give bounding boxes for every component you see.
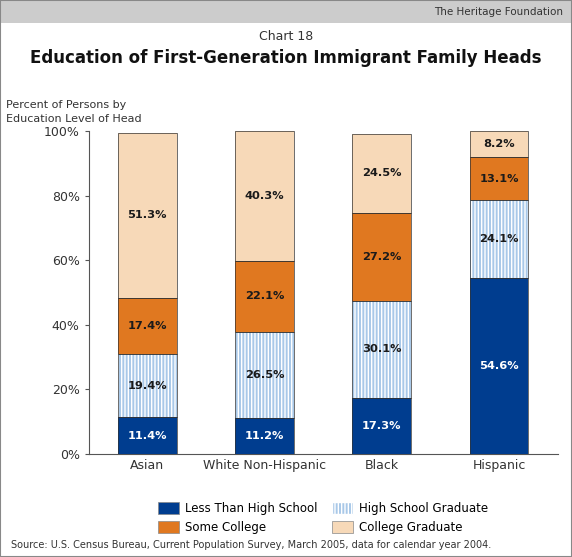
Text: 54.6%: 54.6% bbox=[479, 361, 519, 371]
Bar bbox=[235, 261, 294, 332]
Text: 24.5%: 24.5% bbox=[362, 168, 402, 178]
Bar bbox=[352, 213, 411, 301]
Text: 17.4%: 17.4% bbox=[128, 321, 167, 331]
Text: 51.3%: 51.3% bbox=[128, 211, 167, 221]
Text: The Heritage Foundation: The Heritage Foundation bbox=[434, 7, 563, 17]
Bar bbox=[470, 200, 529, 277]
Bar bbox=[352, 134, 411, 213]
Text: Percent of Persons by: Percent of Persons by bbox=[6, 100, 126, 110]
Bar bbox=[235, 261, 294, 332]
Text: 24.1%: 24.1% bbox=[479, 233, 519, 243]
Text: Source: U.S. Census Bureau, Current Population Survey, March 2005, data for cale: Source: U.S. Census Bureau, Current Popu… bbox=[11, 540, 492, 550]
Bar bbox=[118, 298, 177, 354]
Text: 13.1%: 13.1% bbox=[479, 174, 519, 184]
Text: 40.3%: 40.3% bbox=[245, 190, 284, 201]
Bar bbox=[470, 277, 529, 454]
Bar bbox=[118, 133, 177, 298]
Bar bbox=[118, 417, 177, 454]
Bar bbox=[235, 418, 294, 454]
Text: 11.4%: 11.4% bbox=[128, 431, 167, 441]
Bar bbox=[118, 417, 177, 454]
Bar bbox=[235, 130, 294, 261]
Text: Chart 18: Chart 18 bbox=[259, 30, 313, 43]
Bar bbox=[235, 332, 294, 418]
Bar bbox=[470, 158, 529, 200]
Text: 11.2%: 11.2% bbox=[245, 431, 284, 441]
Text: 27.2%: 27.2% bbox=[362, 252, 402, 262]
Text: 17.3%: 17.3% bbox=[362, 421, 402, 431]
Bar bbox=[470, 158, 529, 200]
Bar bbox=[235, 130, 294, 261]
Text: Education Level of Head: Education Level of Head bbox=[6, 114, 141, 124]
Text: 8.2%: 8.2% bbox=[483, 139, 515, 149]
Legend: Less Than High School, Some College, High School Graduate, College Graduate: Less Than High School, Some College, Hig… bbox=[158, 502, 488, 534]
Bar bbox=[235, 418, 294, 454]
Text: 26.5%: 26.5% bbox=[245, 370, 284, 380]
Bar bbox=[352, 301, 411, 398]
Text: 19.4%: 19.4% bbox=[128, 381, 167, 391]
Bar bbox=[118, 354, 177, 417]
Bar bbox=[352, 398, 411, 454]
Bar bbox=[352, 213, 411, 301]
Bar bbox=[118, 354, 177, 417]
Text: 22.1%: 22.1% bbox=[245, 291, 284, 301]
Bar bbox=[118, 133, 177, 298]
Bar bbox=[352, 301, 411, 398]
Text: 30.1%: 30.1% bbox=[362, 344, 402, 354]
Bar bbox=[470, 277, 529, 454]
Bar bbox=[352, 134, 411, 213]
Bar bbox=[118, 298, 177, 354]
Bar bbox=[470, 131, 529, 158]
Bar bbox=[470, 131, 529, 158]
Bar bbox=[235, 332, 294, 418]
Bar bbox=[470, 200, 529, 277]
Text: Education of First-Generation Immigrant Family Heads: Education of First-Generation Immigrant … bbox=[30, 50, 542, 67]
Bar bbox=[352, 398, 411, 454]
